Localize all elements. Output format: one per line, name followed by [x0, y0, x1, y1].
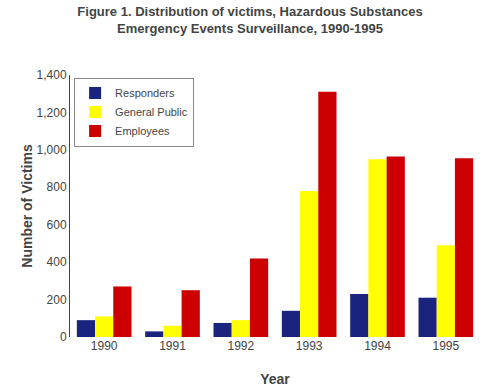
svg-text:Number of Victims: Number of Victims — [19, 144, 35, 268]
svg-text:800: 800 — [47, 180, 67, 194]
svg-text:1,400: 1,400 — [37, 68, 67, 82]
svg-text:1995: 1995 — [432, 339, 459, 353]
svg-text:600: 600 — [47, 218, 67, 232]
svg-text:1994: 1994 — [364, 339, 391, 353]
svg-text:1990: 1990 — [91, 339, 118, 353]
svg-text:1992: 1992 — [227, 339, 254, 353]
svg-text:General Public: General Public — [115, 106, 188, 118]
svg-text:400: 400 — [47, 255, 67, 269]
svg-text:Year: Year — [260, 371, 290, 387]
svg-text:Employees: Employees — [115, 125, 170, 137]
svg-text:Responders: Responders — [115, 87, 175, 99]
svg-text:200: 200 — [47, 293, 67, 307]
svg-text:0: 0 — [60, 330, 67, 344]
svg-text:1993: 1993 — [296, 339, 323, 353]
svg-text:1,000: 1,000 — [37, 143, 67, 157]
svg-text:Figure 1. Distribution of vict: Figure 1. Distribution of victims, Hazar… — [77, 4, 422, 36]
svg-text:1991: 1991 — [159, 339, 186, 353]
svg-text:1,200: 1,200 — [37, 106, 67, 120]
